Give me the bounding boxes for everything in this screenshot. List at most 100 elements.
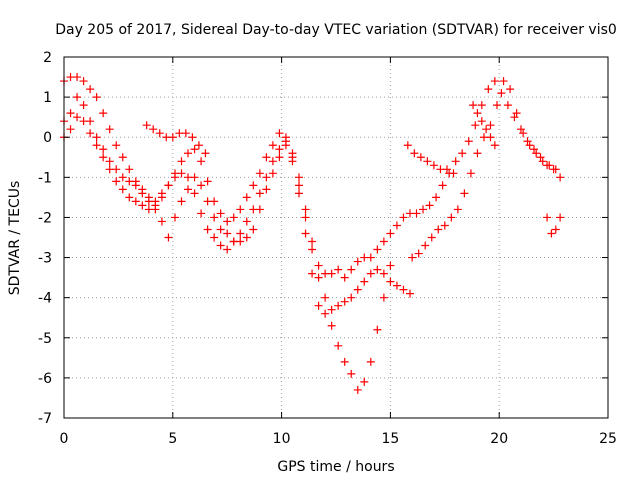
data-point <box>427 233 436 242</box>
data-point <box>438 181 447 190</box>
data-point <box>386 261 395 270</box>
data-point <box>177 157 186 166</box>
data-point <box>416 153 425 162</box>
data-point <box>334 341 343 350</box>
data-point <box>499 77 508 86</box>
data-point <box>379 293 388 302</box>
data-point <box>373 265 382 274</box>
data-point <box>466 169 475 178</box>
data-point <box>242 233 251 242</box>
data-point <box>138 189 147 198</box>
data-point <box>506 85 515 94</box>
data-point <box>403 141 412 150</box>
data-point <box>314 261 323 270</box>
y-tick-label: -5 <box>38 331 52 347</box>
data-point <box>203 225 212 234</box>
series-7 <box>543 213 565 238</box>
y-tick-label: -3 <box>38 251 52 267</box>
data-point <box>168 133 177 142</box>
series-6 <box>469 101 499 150</box>
data-point <box>373 325 382 334</box>
data-point <box>432 193 441 202</box>
data-point <box>543 213 552 222</box>
data-point <box>373 245 382 254</box>
data-point <box>194 141 203 150</box>
series-1 <box>60 113 414 314</box>
grid <box>64 57 608 418</box>
data-point <box>255 205 264 214</box>
data-point <box>556 213 565 222</box>
data-point <box>419 205 428 214</box>
data-point <box>551 225 560 234</box>
series-5 <box>408 77 560 262</box>
data-point <box>532 149 541 158</box>
data-point <box>556 173 565 182</box>
data-point <box>216 209 225 218</box>
data-point <box>327 321 336 330</box>
data-point <box>379 269 388 278</box>
data-point <box>482 125 491 134</box>
data-point <box>86 129 95 138</box>
data-point <box>201 149 210 158</box>
series-3 <box>142 121 210 158</box>
data-point <box>442 165 451 174</box>
data-point <box>92 133 101 142</box>
data-point <box>347 293 356 302</box>
data-point <box>131 197 140 206</box>
data-point <box>340 357 349 366</box>
data-point <box>486 133 495 142</box>
data-point <box>210 233 219 242</box>
data-point <box>414 249 423 258</box>
data-point <box>155 129 164 138</box>
data-point <box>327 305 336 314</box>
data-point <box>118 185 127 194</box>
x-tick-label: 25 <box>599 431 617 447</box>
data-point <box>321 293 330 302</box>
data-point <box>490 77 499 86</box>
data-point <box>386 277 395 286</box>
data-point <box>118 173 127 182</box>
data-point <box>197 181 206 190</box>
data-point <box>334 301 343 310</box>
data-point <box>477 101 486 110</box>
data-point <box>314 273 323 282</box>
data-point <box>157 217 166 226</box>
data-point <box>392 221 401 230</box>
data-point <box>525 141 534 150</box>
data-point <box>405 289 414 298</box>
y-tick-label: -2 <box>38 210 52 226</box>
data-point <box>92 93 101 102</box>
data-point <box>366 357 375 366</box>
data-point <box>242 217 251 226</box>
data-point <box>360 277 369 286</box>
x-tick-label: 5 <box>168 431 177 447</box>
data-point <box>353 257 362 266</box>
y-axis-label: SDTVAR / TECUs <box>7 181 23 296</box>
data-point <box>412 209 421 218</box>
series-2 <box>60 73 395 394</box>
y-tick-label: 2 <box>43 50 52 66</box>
axis-ticks: 0 5 10 15 20 25 -7 -6 -5 -4 -3 -2 -1 0 1 2 <box>38 50 617 447</box>
data-point <box>275 145 284 154</box>
data-point <box>138 201 147 210</box>
data-point <box>314 301 323 310</box>
data-point <box>429 161 438 170</box>
data-point <box>392 281 401 290</box>
data-point <box>125 193 134 202</box>
x-tick-label: 10 <box>273 431 291 447</box>
data-point <box>203 197 212 206</box>
data-point <box>118 153 127 162</box>
data-points <box>60 73 565 394</box>
data-point <box>536 153 545 162</box>
data-point <box>360 377 369 386</box>
data-point <box>184 185 193 194</box>
x-tick-label: 0 <box>60 431 69 447</box>
data-point <box>469 101 478 110</box>
data-point <box>242 193 251 202</box>
data-point <box>190 189 199 198</box>
data-point <box>99 145 108 154</box>
data-point <box>112 141 121 150</box>
x-axis-label: GPS time / hours <box>277 459 394 475</box>
data-point <box>197 209 206 218</box>
